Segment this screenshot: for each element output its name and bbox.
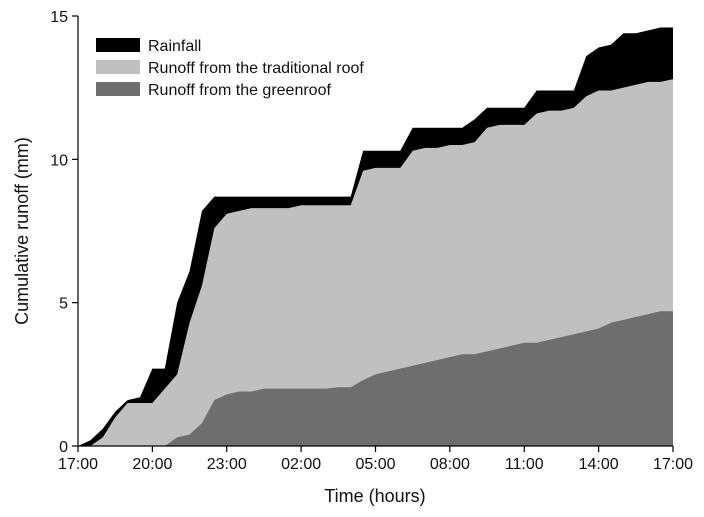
x-tick-label: 05:00 [355, 456, 395, 473]
legend-label: Runoff from the greenroof [148, 82, 331, 99]
y-tick-label: 10 [50, 152, 68, 169]
x-tick-label: 08:00 [430, 456, 470, 473]
x-tick-label: 20:00 [132, 456, 172, 473]
legend-label: Rainfall [148, 38, 201, 55]
x-axis-label: Time (hours) [324, 486, 425, 506]
x-tick-label: 11:00 [505, 456, 544, 473]
y-tick-label: 15 [50, 9, 68, 26]
y-tick-label: 0 [59, 439, 68, 456]
x-tick-label: 02:00 [281, 456, 321, 473]
x-tick-label: 17:00 [58, 456, 98, 473]
legend-swatch [96, 82, 140, 96]
legend-label: Runoff from the traditional roof [148, 60, 364, 77]
legend-swatch [96, 60, 140, 74]
x-tick-label: 17:00 [653, 456, 693, 473]
y-axis-label: Cumulative runoff (mm) [12, 137, 32, 325]
x-tick-label: 14:00 [579, 456, 619, 473]
legend-swatch [96, 38, 140, 52]
y-tick-label: 5 [59, 296, 68, 313]
area [78, 311, 673, 446]
x-tick-label: 23:00 [207, 456, 247, 473]
